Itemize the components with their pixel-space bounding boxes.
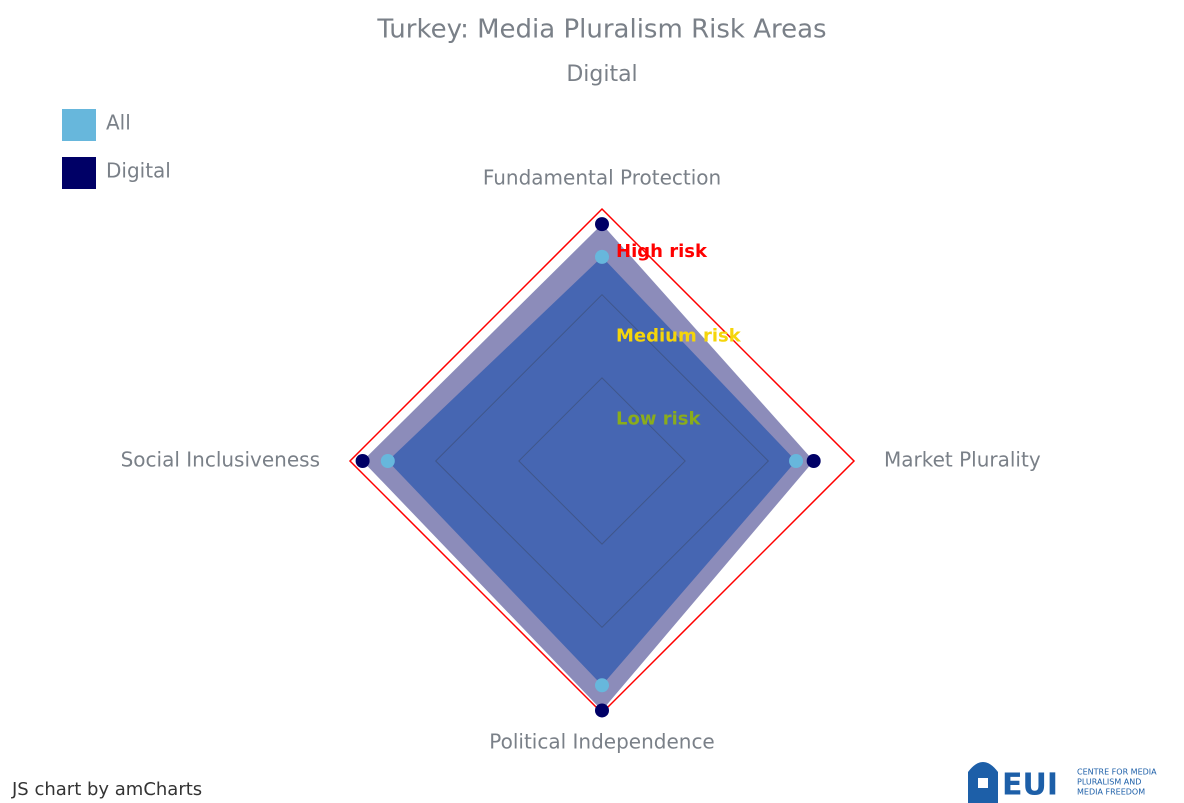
logo-mark: EUI xyxy=(1002,768,1058,803)
grid-line xyxy=(518,377,686,545)
axis-label: Fundamental Protection xyxy=(483,166,721,190)
axis-label: Social Inclusiveness xyxy=(121,448,320,472)
data-point xyxy=(595,703,609,718)
legend-swatch xyxy=(62,109,96,141)
logo-window xyxy=(978,778,988,788)
data-point xyxy=(806,454,821,468)
grid-line xyxy=(434,293,770,629)
axis-label: Market Plurality xyxy=(884,448,1041,472)
logo-text: PLURALISM AND xyxy=(1077,778,1141,787)
data-point xyxy=(355,454,370,468)
data-point xyxy=(789,454,804,468)
credit: JS chart by amCharts xyxy=(11,779,202,800)
chart-subtitle: Digital xyxy=(566,62,637,87)
data-point xyxy=(380,454,395,468)
logo: EUI CENTRE FOR MEDIA PLURALISM AND MEDIA… xyxy=(968,762,1157,803)
chart-title: Turkey: Media Pluralism Risk Areas xyxy=(376,15,826,45)
series-area xyxy=(387,256,797,686)
legend-label: All xyxy=(106,111,131,135)
logo-text: CENTRE FOR MEDIA xyxy=(1077,768,1157,777)
guide-label: High risk xyxy=(616,241,708,262)
data-point xyxy=(595,249,609,264)
axis-label: Political Independence xyxy=(489,730,715,754)
data-point xyxy=(595,217,609,232)
legend-label: Digital xyxy=(106,159,171,183)
logo-text: MEDIA FREEDOM xyxy=(1077,788,1145,797)
guide-label: Low risk xyxy=(616,408,701,429)
legend-swatch xyxy=(62,157,96,189)
guide-label: Medium risk xyxy=(616,325,742,346)
data-point xyxy=(595,678,609,693)
